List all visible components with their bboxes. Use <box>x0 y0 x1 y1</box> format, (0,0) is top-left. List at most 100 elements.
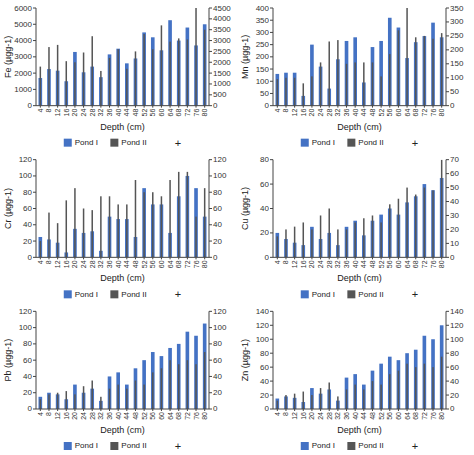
x-tick-label: 48 <box>369 109 376 117</box>
x-tick-label: 64 <box>167 260 174 268</box>
y-tick <box>270 56 273 57</box>
x-tick <box>196 257 197 259</box>
y-tick <box>33 257 36 258</box>
x-tick-label: 48 <box>369 412 376 420</box>
x-tick <box>372 409 373 411</box>
bar-y2 <box>398 199 400 258</box>
x-tick <box>170 409 171 411</box>
x-tick-label: 8 <box>282 260 289 264</box>
legend-label: Pond II <box>358 290 383 299</box>
y-tick <box>270 257 273 258</box>
x-tick-label: 16 <box>300 260 307 268</box>
x-tick <box>363 409 364 411</box>
x-tick-label: 60 <box>158 260 165 268</box>
y2-tick-label: 0 <box>450 101 455 110</box>
bar-y2 <box>363 218 365 257</box>
x-tick-label: 76 <box>430 412 437 420</box>
bar-y2 <box>204 188 206 257</box>
x-tick <box>303 409 304 411</box>
annotation: + <box>175 440 181 452</box>
x-tick-label: 36 <box>343 109 350 117</box>
y2-tick <box>209 376 212 377</box>
bar-y2 <box>161 196 163 257</box>
bar-y2 <box>161 25 163 105</box>
legend-label: Pond II <box>121 442 146 451</box>
x-tick-label: 24 <box>317 412 324 420</box>
bar-y2 <box>91 36 93 105</box>
legend-label: Pond I <box>312 442 335 451</box>
bar-y2 <box>328 41 330 105</box>
y2-tick <box>446 173 449 174</box>
x-tick <box>346 257 347 259</box>
y2-tick-label: 1000 <box>213 79 231 88</box>
y-tick <box>33 56 36 57</box>
x-tick <box>118 257 119 259</box>
bar-y2 <box>415 367 417 409</box>
bar-y2 <box>48 213 50 258</box>
y2-tick <box>209 40 212 41</box>
bar <box>388 18 392 106</box>
annotation: + <box>175 137 181 149</box>
x-tick-label: 76 <box>193 109 200 117</box>
y2-tick-label: 250 <box>450 31 464 40</box>
y2-tick-label: 60 <box>450 169 459 178</box>
x-tick-label: 40 <box>352 412 359 420</box>
x-tick-label: 4 <box>274 412 281 416</box>
bar-y2 <box>415 37 417 105</box>
bar <box>151 352 155 409</box>
bar <box>397 28 401 106</box>
bar-y2 <box>135 51 137 105</box>
y2-tick-label: 20 <box>213 237 222 246</box>
bar <box>73 385 77 409</box>
bar-y2 <box>380 76 382 105</box>
bar <box>371 371 375 409</box>
bar-y2 <box>126 69 128 106</box>
bar-y2 <box>100 397 102 409</box>
x-axis-line <box>36 409 209 410</box>
x-axis-line <box>273 409 446 410</box>
y-tick <box>33 392 36 393</box>
x-tick-label: 68 <box>412 109 419 117</box>
bar-y2 <box>389 54 391 106</box>
y-axis-label: Cr (µgg-1) <box>3 188 13 229</box>
bar-y2 <box>441 33 443 106</box>
x-tick <box>152 106 153 108</box>
x-tick-label: 52 <box>141 109 148 117</box>
x-tick <box>109 106 110 108</box>
plot-area <box>39 172 207 257</box>
x-tick <box>381 409 382 411</box>
x-tick <box>407 106 408 108</box>
bar <box>440 325 444 409</box>
x-tick <box>381 257 382 259</box>
x-tick <box>144 257 145 259</box>
y2-tick-label: 60 <box>450 363 459 372</box>
x-tick-label: 68 <box>175 109 182 117</box>
x-tick <box>320 257 321 259</box>
bar-y2 <box>204 30 206 106</box>
bar-y2 <box>372 62 374 105</box>
bar <box>186 332 190 409</box>
bar-y2 <box>66 200 68 257</box>
y2-tick <box>209 241 212 242</box>
bar-y2 <box>398 30 400 105</box>
y-tick-label: 400 <box>256 4 270 13</box>
bar <box>151 37 155 105</box>
x-tick-label: 52 <box>378 260 385 268</box>
panel: 0204060800102030405060704812162024283236… <box>240 155 459 300</box>
x-tick-label: 68 <box>412 412 419 420</box>
x-tick <box>441 257 442 259</box>
y2-tick <box>209 83 212 84</box>
y-tick-label: 120 <box>19 155 33 164</box>
x-tick-label: 60 <box>395 109 402 117</box>
x-tick <box>161 409 162 411</box>
x-axis-label: Depth (cm) <box>100 425 145 435</box>
y2-tick <box>209 409 212 410</box>
x-tick-label: 48 <box>132 412 139 420</box>
y-tick <box>270 184 273 185</box>
x-tick <box>92 409 93 411</box>
legend-label: Pond II <box>121 290 146 299</box>
bar-y2 <box>109 196 111 257</box>
bar-y2 <box>117 49 119 105</box>
y2-tick-label: 30 <box>450 211 459 220</box>
bar <box>125 385 129 409</box>
